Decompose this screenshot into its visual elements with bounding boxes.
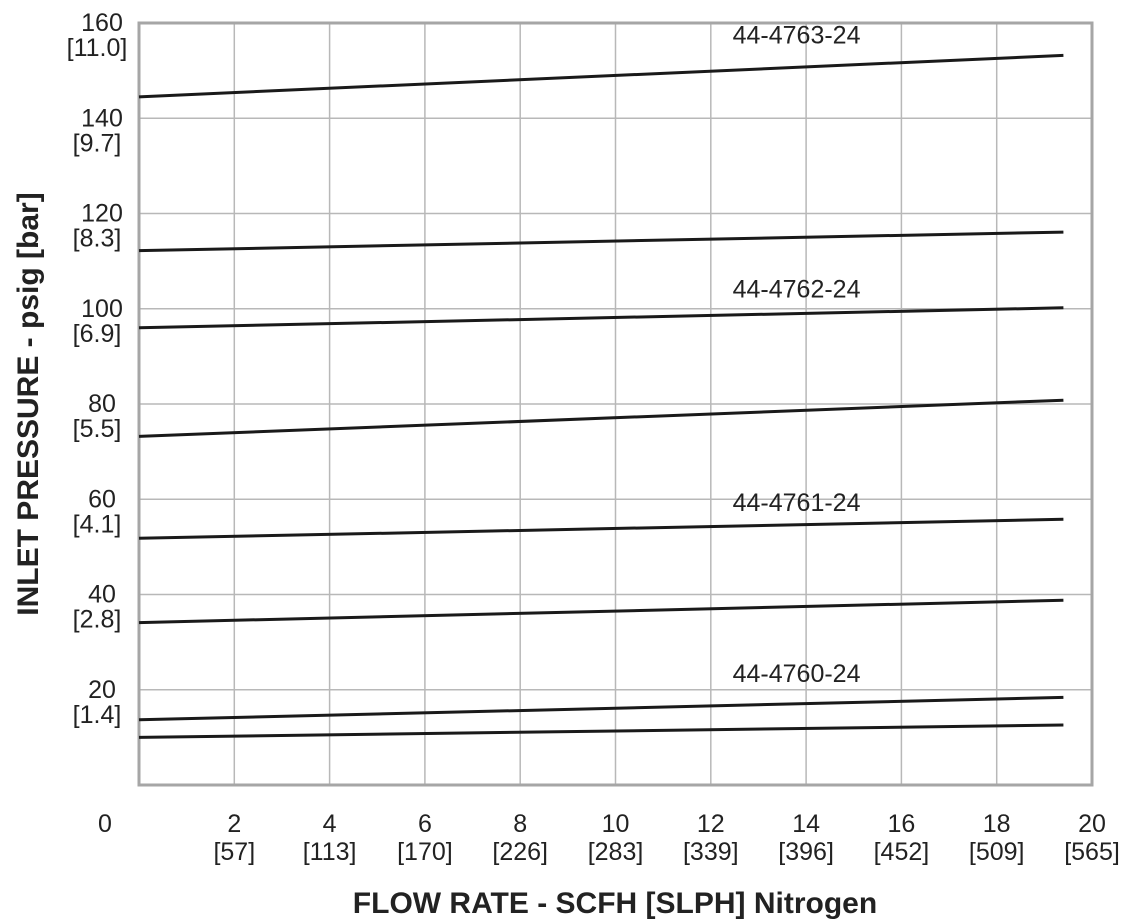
y-tick-label: 140: [81, 104, 123, 132]
series-line: [138, 398, 1064, 438]
x-tick-sublabel: [396]: [778, 838, 834, 866]
series-labels: 44-4763-24 44-4762-24 44-4761-24 44-4760-24: [733, 21, 861, 688]
x-tick-sublabel: [57]: [213, 838, 255, 866]
y-axis-ticks: 20[1.4]40[2.8]60[4.1]80[5.5]100[6.9]120[…: [67, 9, 128, 729]
series-label: 44-4762-24: [733, 275, 861, 303]
x-tick-sublabel: [113]: [303, 838, 357, 866]
series-label: 44-4761-24: [733, 489, 861, 517]
series-line: [138, 695, 1064, 722]
y-tick-label: 20: [88, 676, 116, 704]
plot-frame: [137, 21, 1094, 787]
series-line: [138, 306, 1064, 330]
x-tick-label: 18: [983, 810, 1011, 838]
y-tick-sublabel: [4.1]: [73, 510, 122, 538]
series-label: 44-4763-24: [733, 21, 861, 49]
x-axis-title: FLOW RATE - SCFH [SLPH] Nitrogen: [353, 887, 877, 920]
y-axis-title: INLET PRESSURE - psig [bar]: [12, 192, 45, 615]
x-tick-sublabel: [170]: [397, 838, 453, 866]
y-tick-sublabel: [9.7]: [73, 129, 122, 157]
x-tick-sublabel: [509]: [969, 838, 1025, 866]
y-tick-sublabel: [2.8]: [73, 606, 122, 634]
x-tick-sublabel: [452]: [874, 838, 930, 866]
y-tick-label: 120: [81, 200, 123, 228]
y-tick-sublabel: [11.0]: [67, 34, 128, 62]
series-line: [138, 230, 1064, 253]
x-tick-label: 16: [887, 810, 915, 838]
x-tick-sublabel: [283]: [588, 838, 644, 866]
x-tick-label: 4: [323, 810, 337, 838]
x-tick-label: 8: [513, 810, 527, 838]
x-tick-sublabel: [565]: [1064, 838, 1120, 866]
series-line: [138, 53, 1064, 99]
x-tick-label: 20: [1078, 810, 1106, 838]
y-tick-sublabel: [1.4]: [73, 701, 122, 729]
y-tick-label: 40: [88, 581, 116, 609]
x-tick-label: 12: [697, 810, 725, 838]
y-tick-label: 60: [88, 485, 116, 513]
y-tick-sublabel: [8.3]: [73, 225, 122, 253]
y-tick-label: 160: [81, 9, 123, 37]
x-tick-sublabel: [226]: [492, 838, 548, 866]
series-line: [138, 723, 1064, 739]
x-tick-label: 14: [792, 810, 820, 838]
x-tick-label: 10: [602, 810, 630, 838]
y-tick-sublabel: [5.5]: [73, 415, 122, 443]
y-tick-sublabel: [6.9]: [73, 320, 122, 348]
x-tick-label: 0: [98, 810, 112, 838]
series-line: [138, 598, 1064, 625]
series-label: 44-4760-24: [733, 660, 861, 688]
series-line: [138, 517, 1064, 540]
y-tick-label: 80: [88, 390, 116, 418]
x-tick-label: 6: [418, 810, 432, 838]
x-tick-label: 2: [227, 810, 241, 838]
x-tick-sublabel: [339]: [683, 838, 739, 866]
y-tick-label: 100: [81, 295, 123, 323]
x-axis-ticks: 0 2[57] 4[113] 6[170] 8[226] 10[283] 12[339] 14…: [98, 810, 1120, 866]
series-lines: [138, 53, 1064, 739]
